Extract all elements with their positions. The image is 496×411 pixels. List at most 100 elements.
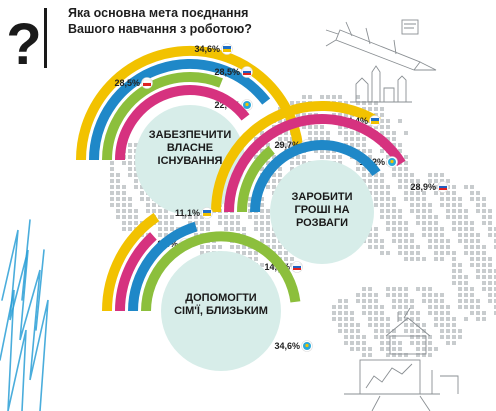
map-dot	[284, 137, 288, 141]
map-dot	[494, 287, 496, 291]
map-dot	[368, 347, 372, 351]
map-dot	[416, 209, 420, 213]
map-dot	[428, 173, 432, 177]
map-dot	[404, 173, 408, 177]
map-dot	[296, 101, 300, 105]
map-dot	[482, 221, 486, 225]
map-dot	[116, 191, 120, 195]
map-dot	[434, 173, 438, 177]
category-label-line: ВЛАСНЕ	[167, 142, 213, 154]
map-dot	[422, 227, 426, 231]
map-dot	[458, 215, 462, 219]
map-dot	[236, 221, 240, 225]
map-dot	[464, 287, 468, 291]
category-label-line: ЗАРОБИТИ	[291, 191, 352, 203]
map-dot	[458, 293, 462, 297]
map-dot	[446, 191, 450, 195]
map-dot	[440, 251, 444, 255]
map-dot	[260, 167, 264, 171]
map-dot	[446, 209, 450, 213]
map-dot	[404, 191, 408, 195]
map-dot	[398, 149, 402, 153]
map-dot	[398, 227, 402, 231]
map-dot	[398, 347, 402, 351]
map-dot	[428, 209, 432, 213]
map-dot	[362, 341, 366, 345]
map-dot	[452, 323, 456, 327]
map-dot	[344, 131, 348, 135]
map-dot	[422, 347, 426, 351]
map-dot	[452, 257, 456, 261]
map-dot	[356, 137, 360, 141]
map-dot	[266, 227, 270, 231]
map-dot	[374, 245, 378, 249]
map-dot	[254, 257, 258, 261]
map-dot	[350, 311, 354, 315]
map-dot	[422, 353, 426, 357]
map-dot	[440, 239, 444, 243]
map-dot	[374, 125, 378, 129]
map-dot	[476, 269, 480, 273]
map-dot	[218, 245, 222, 249]
map-dot	[440, 179, 444, 183]
map-dot	[416, 185, 420, 189]
map-dot	[374, 293, 378, 297]
map-dot	[452, 269, 456, 273]
map-dot	[386, 347, 390, 351]
map-dot	[278, 119, 282, 123]
map-dot	[374, 173, 378, 177]
map-dot	[140, 191, 144, 195]
map-dot	[386, 335, 390, 339]
map-dot	[296, 113, 300, 117]
map-dot	[410, 335, 414, 339]
map-dot	[392, 221, 396, 225]
map-dot	[470, 245, 474, 249]
map-dot	[476, 263, 480, 267]
map-dot	[206, 221, 210, 225]
map-dot	[404, 197, 408, 201]
map-dot	[350, 323, 354, 327]
map-dot	[362, 293, 366, 297]
map-dot	[356, 293, 360, 297]
map-dot	[128, 221, 132, 225]
map-dot	[428, 341, 432, 345]
map-dot	[314, 137, 318, 141]
map-dot	[392, 233, 396, 237]
map-dot	[416, 311, 420, 315]
map-dot	[128, 215, 132, 219]
question-line-1: Яка основна мета поєднання	[68, 6, 249, 20]
map-dot	[200, 245, 204, 249]
map-dot	[374, 305, 378, 309]
map-dot	[224, 221, 228, 225]
map-dot	[398, 311, 402, 315]
map-dot	[380, 341, 384, 345]
map-dot	[428, 353, 432, 357]
rocket-sketch	[325, 19, 437, 71]
map-dot	[470, 221, 474, 225]
map-dot	[380, 107, 384, 111]
map-dot	[368, 245, 372, 249]
workplace-sketch	[344, 307, 459, 411]
map-dot	[470, 305, 474, 309]
map-dot	[134, 185, 138, 189]
map-dot	[434, 221, 438, 225]
map-dot	[470, 185, 474, 189]
map-dot	[404, 311, 408, 315]
arc-poland	[224, 113, 406, 213]
map-dot	[152, 203, 156, 207]
map-dot	[464, 245, 468, 249]
map-dot	[242, 245, 246, 249]
map-dot	[392, 239, 396, 243]
map-dot	[458, 305, 462, 309]
map-dot	[116, 203, 120, 207]
category-label-line: СІМ'Ї, БЛИЗЬКИМ	[174, 304, 268, 317]
map-dot	[434, 191, 438, 195]
map-dot	[464, 227, 468, 231]
map-dot	[272, 185, 276, 189]
map-dot	[470, 251, 474, 255]
map-dot	[134, 173, 138, 177]
map-dot	[266, 239, 270, 243]
category-bubble	[161, 251, 281, 371]
map-dot	[404, 131, 408, 135]
map-dot	[194, 215, 198, 219]
